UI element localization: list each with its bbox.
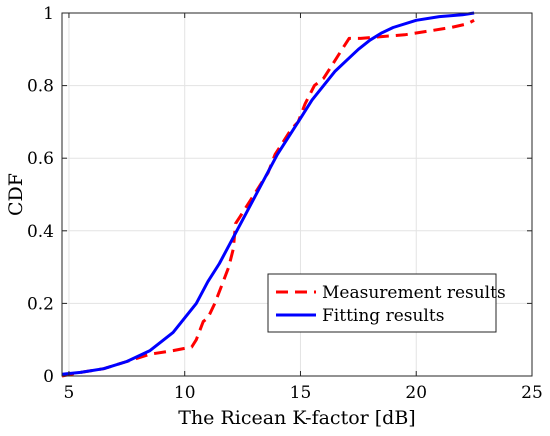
legend-label-fitting: Fitting results (322, 306, 444, 326)
y-tick-label: 0.2 (27, 294, 54, 314)
legend: Measurement results Fitting results (267, 273, 506, 333)
x-tick-label: 15 (290, 383, 312, 403)
y-axis-label: CDF (5, 173, 27, 216)
plot-frame (61, 12, 533, 377)
x-tick-label: 25 (521, 383, 543, 403)
series-line-fitting (61, 11, 475, 376)
legend-label-measurement: Measurement results (322, 283, 506, 303)
y-tick-label: 0 (43, 367, 54, 387)
y-tick-label: 1 (43, 4, 54, 24)
y-tick-label: 0.6 (27, 149, 54, 169)
x-tick-label: 20 (405, 383, 427, 403)
x-tick-label: 10 (174, 383, 196, 403)
x-axis-label: The Ricean K-factor [dB] (178, 407, 415, 429)
series-layer (61, 11, 475, 378)
y-tick-label: 0.4 (27, 222, 54, 242)
legend-box (267, 273, 497, 333)
y-tick-label: 0.8 (27, 77, 54, 97)
x-tick-label: 5 (64, 383, 75, 403)
ticks: 5 10 15 20 25 0 0.2 0.4 0.6 0.8 1 (27, 4, 543, 403)
